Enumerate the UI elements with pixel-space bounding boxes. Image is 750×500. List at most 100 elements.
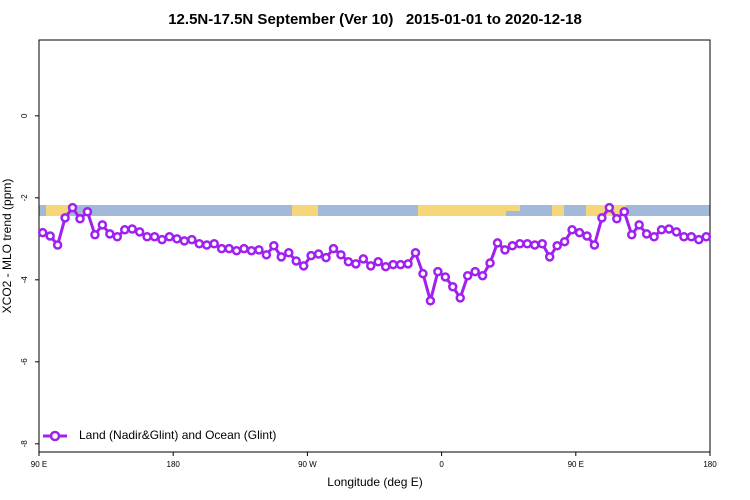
data-point	[149, 232, 160, 242]
data-point	[597, 213, 607, 223]
chart-title: 12.5N-17.5N September (Ver 10) 2015-01-0…	[168, 11, 582, 28]
legend-label: Land (Nadir&Glint) and Ocean (Glint)	[79, 428, 276, 442]
y-tick-label: 0	[20, 113, 29, 118]
land-patch	[506, 205, 520, 211]
data-point	[306, 250, 316, 261]
data-point	[440, 272, 451, 282]
y-axis-label: XCO2 - MLO trend (ppm)	[0, 179, 14, 314]
data-point	[470, 266, 480, 277]
data-point	[552, 241, 562, 251]
data-point	[589, 240, 600, 250]
data-point	[224, 243, 234, 254]
data-point	[261, 250, 272, 260]
x-tick-label: 180	[167, 460, 181, 469]
data-point	[105, 229, 115, 239]
data-point	[634, 220, 644, 230]
data-point	[477, 270, 488, 281]
data-point	[157, 234, 167, 245]
data-point	[45, 231, 55, 241]
data-point	[574, 227, 585, 238]
data-point	[246, 245, 257, 256]
data-point	[462, 270, 473, 281]
data-point	[187, 234, 197, 245]
land-patch	[552, 205, 564, 216]
data-point	[127, 224, 137, 234]
data-point	[90, 229, 100, 240]
data-point	[626, 229, 637, 240]
data-point	[119, 225, 130, 235]
land-patch	[292, 205, 318, 216]
data-point	[679, 232, 689, 242]
data-point	[216, 243, 227, 254]
data-point	[433, 266, 443, 277]
data-point	[60, 213, 70, 223]
data-point	[559, 236, 570, 247]
data-point	[134, 227, 145, 237]
data-point	[649, 232, 659, 242]
data-point	[455, 293, 465, 303]
data-point	[291, 256, 301, 266]
y-tick-label: -4	[20, 276, 29, 284]
data-point	[492, 238, 503, 248]
data-point	[194, 238, 205, 249]
data-point	[67, 202, 78, 213]
data-point	[395, 259, 406, 270]
data-point	[522, 238, 533, 249]
data-point	[351, 259, 361, 269]
data-point	[567, 225, 577, 235]
data-point	[701, 232, 712, 242]
legend-entry: Land (Nadir&Glint) and Ocean (Glint)	[43, 428, 276, 442]
data-point	[403, 259, 413, 269]
data-point	[544, 252, 555, 262]
x-tick-label: 90 E	[31, 460, 47, 469]
legend-marker	[49, 430, 61, 442]
x-axis-label: Longitude (deg E)	[327, 475, 422, 489]
data-point	[380, 261, 391, 272]
plot-frame	[38, 39, 711, 453]
data-point	[239, 243, 249, 254]
data-point	[656, 225, 667, 235]
data-point	[321, 252, 331, 263]
data-point	[52, 240, 63, 250]
data-point	[82, 207, 93, 217]
data-point	[388, 259, 398, 270]
data-point	[641, 229, 652, 239]
data-point	[366, 261, 376, 271]
data-point	[537, 238, 547, 249]
x-tick-label: 0	[439, 460, 444, 469]
data-point	[425, 295, 436, 306]
data-point	[112, 232, 123, 242]
land-patch	[46, 205, 68, 216]
data-point	[343, 257, 354, 267]
data-point	[373, 257, 383, 267]
data-point	[418, 268, 428, 279]
y-tick-label: -2	[20, 194, 29, 202]
data-point	[97, 220, 108, 230]
data-point	[202, 240, 212, 250]
data-point	[448, 282, 458, 292]
x-tick-label: 90 W	[298, 460, 317, 469]
data-point	[276, 252, 287, 262]
data-point	[686, 232, 697, 242]
data-point	[284, 248, 294, 258]
data-point	[313, 249, 324, 259]
data-point	[164, 232, 175, 242]
data-point	[209, 238, 219, 249]
data-point	[582, 231, 592, 241]
y-tick-label: -6	[20, 358, 29, 366]
data-point	[75, 213, 85, 224]
data-point	[619, 207, 630, 217]
x-tick-label: 90 E	[568, 460, 584, 469]
data-point	[328, 243, 339, 254]
data-point	[507, 241, 518, 251]
data-point	[664, 224, 674, 234]
data-point	[694, 234, 704, 245]
data-point	[485, 258, 495, 268]
data-point	[500, 245, 510, 255]
data-point	[612, 213, 622, 224]
ocean-band	[39, 205, 710, 216]
data-point	[604, 202, 615, 213]
data-point	[515, 238, 525, 249]
land-patch	[418, 205, 506, 216]
